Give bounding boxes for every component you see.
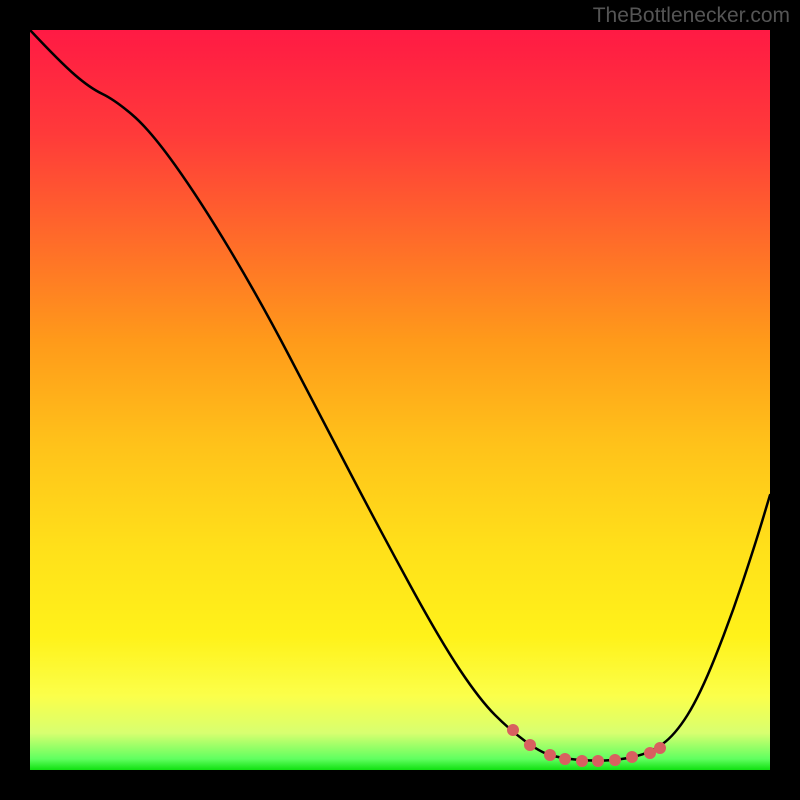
watermark-text: TheBottlenecker.com — [593, 4, 790, 28]
bottleneck-chart — [0, 0, 800, 800]
chart-container: TheBottlenecker.com — [0, 0, 800, 800]
